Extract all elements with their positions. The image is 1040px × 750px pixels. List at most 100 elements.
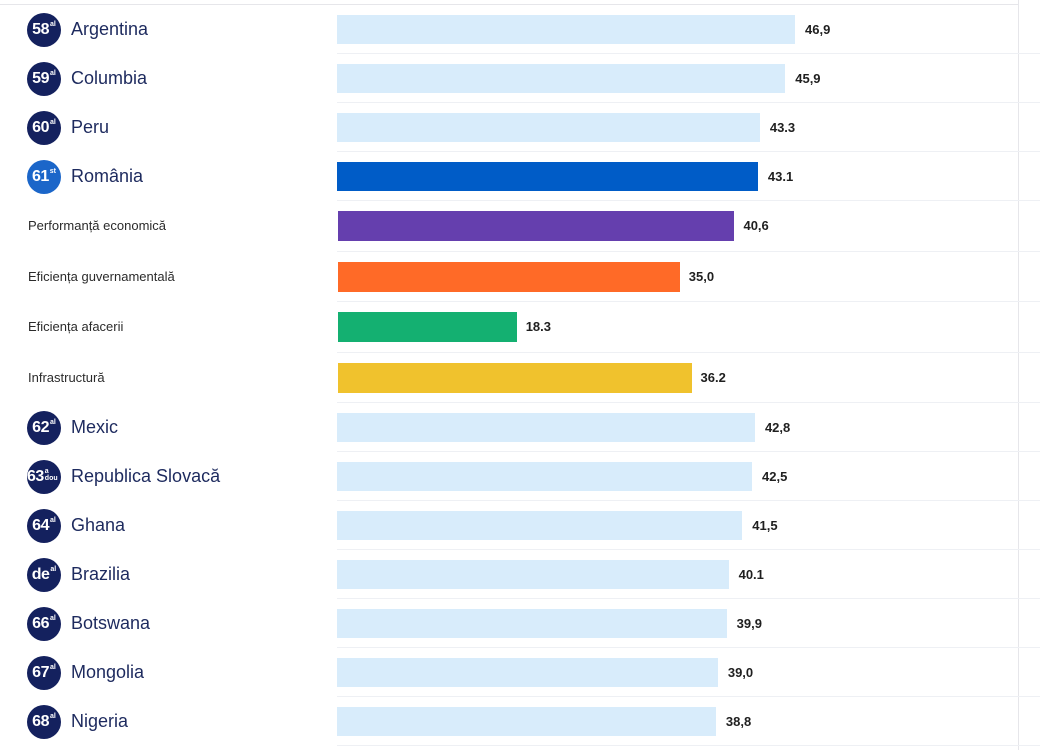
bar [337,609,727,638]
rank-number: de [31,565,50,583]
bar [337,511,743,540]
value-label: 42,5 [762,468,788,484]
country-row: 66 al Botswana 39,9 [0,599,1040,648]
factor-label: Performanță economică [28,218,167,234]
value-label: 35,0 [688,268,715,284]
country-label: România [71,165,144,186]
row-divider [337,102,1040,103]
country-row: de al Brazilia 40.1 [0,550,1040,599]
bar [337,560,729,589]
rank-number: 62 [32,418,49,436]
rank-number: 60 [32,118,49,136]
country-label: Mongolia [71,661,145,682]
factor-label: Eficiența guvernamentală [28,268,175,284]
rank-number: 59 [32,69,49,87]
country-row: 67 al Mongolia 39,0 [0,648,1040,697]
country-label: Columbia [71,67,148,88]
rank-badge: 64 al [27,508,61,543]
right-border [1018,0,1019,750]
rank-badge: 63 a dou [27,459,61,494]
factor-row: Performanță economică 40,6 [0,201,1040,252]
country-label: Nigeria [71,710,129,731]
row-divider [337,402,1040,403]
bar [337,658,718,687]
rank-suffix: al [49,20,56,28]
bar [338,211,735,242]
rank-suffix: al [50,565,57,573]
country-row: 68 al Nigeria 38,8 [0,697,1040,746]
rank-number: 61 [31,167,49,185]
row-divider [337,549,1040,550]
rank-badge: 66 al [27,606,61,641]
rank-badge: 60 al [27,110,61,145]
factor-row: Eficiența guvernamentală 35,0 [0,252,1040,302]
rank-suffix: al [49,69,56,77]
row-divider [337,647,1040,648]
row-divider [337,250,1040,252]
factor-label: Eficiența afacerii [28,319,124,335]
row-divider [337,696,1040,697]
bar [337,462,753,491]
country-label: Mexic [71,416,119,437]
rank-suffix: a dou [44,467,58,482]
country-label: Peru [71,116,110,137]
bar [337,413,755,442]
rank-suffix: al [49,712,56,720]
rank-number: 67 [32,663,49,681]
country-row: 62 al Mexic 42,8 [0,403,1040,452]
rank-badge: de al [27,557,61,592]
row-divider [337,151,1040,152]
country-row: 60 al Peru 43.3 [0,103,1040,152]
rank-badge: 67 al [27,655,61,690]
bar [337,162,758,191]
value-label: 36.2 [700,369,726,385]
row-divider [337,500,1040,501]
row-divider [337,301,1040,302]
country-label: Brazilia [71,563,131,584]
rank-suffix: st [49,167,57,175]
value-label: 38,8 [725,713,752,729]
row-divider [337,351,1040,353]
row-divider [337,53,1040,54]
value-label: 41,5 [752,517,778,533]
value-label: 46,9 [805,21,831,37]
value-label: 40,6 [743,218,769,234]
value-label: 39,0 [727,664,754,680]
row-divider [337,598,1040,599]
rank-badge: 62 al [27,410,61,445]
value-label: 39,9 [736,615,762,631]
factor-row: Infrastructură 36.2 [0,353,1040,403]
value-label: 42,8 [764,419,791,435]
row-divider [337,745,1040,746]
country-row: 58 al Argentina 46,9 [0,5,1040,54]
row-divider [337,200,1040,201]
factor-row: Eficiența afacerii 18.3 [0,302,1040,353]
rank-number: 58 [32,20,49,38]
value-label: 43.3 [769,119,796,135]
rank-suffix: al [49,663,56,671]
value-label: 43.1 [767,168,794,184]
row-divider [337,451,1040,452]
country-row: 59 al Columbia 45,9 [0,54,1040,103]
rank-number: 63 [27,467,44,485]
rank-badge: 59 al [27,61,61,96]
rank-number: 68 [32,712,49,730]
rank-number: 66 [32,614,49,632]
country-label: Republica Slovacă [71,465,221,486]
bar [338,312,517,343]
country-label: Ghana [71,514,126,535]
value-label: 45,9 [795,70,821,86]
rank-suffix: al [49,418,56,426]
country-label: Botswana [71,612,151,633]
bar [337,64,786,93]
rank-suffix: al [49,516,56,524]
country-row: 64 al Ghana 41,5 [0,501,1040,550]
factor-label: Infrastructură [28,369,105,385]
country-row: 63 a dou Republica Slovacă 42,5 [0,452,1040,501]
rank-suffix: al [49,118,56,126]
bar [338,362,692,393]
top-border [0,0,1018,5]
value-label: 40.1 [738,566,764,582]
